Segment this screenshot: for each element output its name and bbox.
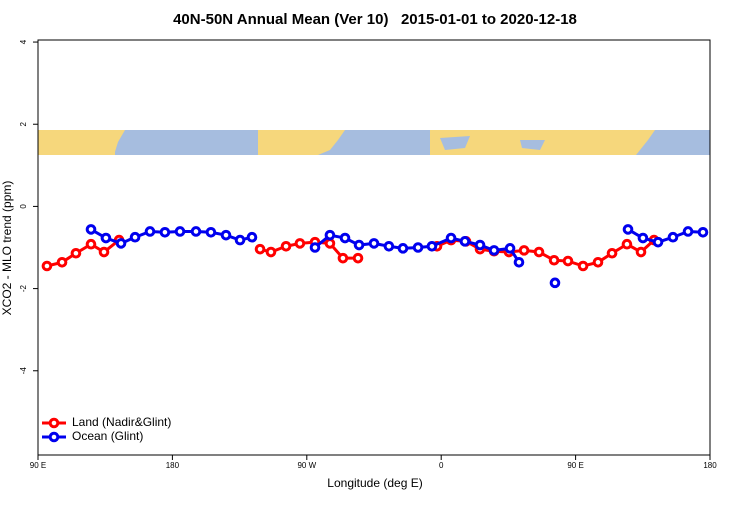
data-point bbox=[513, 256, 525, 268]
legend-label: Ocean (Glint) bbox=[72, 429, 143, 443]
y-tick-label: 2 bbox=[19, 121, 28, 126]
data-point bbox=[368, 238, 380, 249]
map-band bbox=[38, 130, 710, 155]
data-point bbox=[637, 232, 649, 244]
y-axis-label: XCO2 - MLO trend (ppm) bbox=[0, 181, 14, 316]
x-tick-label: 90 W bbox=[297, 461, 316, 470]
data-point bbox=[459, 236, 471, 247]
data-point bbox=[190, 226, 202, 237]
data-point bbox=[577, 260, 589, 272]
data-point bbox=[504, 243, 516, 254]
data-point bbox=[426, 240, 438, 252]
data-point bbox=[254, 243, 266, 255]
data-point bbox=[352, 252, 364, 264]
series-line bbox=[436, 238, 656, 268]
data-point bbox=[488, 245, 500, 256]
data-point bbox=[397, 243, 409, 254]
legend-label: Land (Nadir&Glint) bbox=[72, 415, 171, 429]
data-point bbox=[549, 277, 561, 289]
data-point bbox=[220, 229, 232, 241]
chart-title: 40N-50N Annual Mean (Ver 10) 2015-01-01 … bbox=[173, 11, 577, 28]
data-point bbox=[234, 234, 246, 246]
data-point bbox=[533, 246, 545, 258]
x-tick-label: 90 E bbox=[30, 461, 46, 470]
data-point bbox=[98, 246, 110, 258]
y-tick-label: -4 bbox=[19, 367, 28, 375]
legend-marker bbox=[48, 417, 60, 429]
data-point bbox=[85, 224, 97, 235]
legend-marker bbox=[48, 431, 60, 443]
data-point bbox=[682, 226, 694, 237]
data-point bbox=[697, 226, 709, 238]
data-point bbox=[309, 242, 321, 253]
data-point bbox=[265, 246, 277, 258]
data-point bbox=[592, 256, 604, 268]
data-point bbox=[562, 255, 574, 267]
data-point bbox=[667, 231, 679, 243]
x-tick-label: 180 bbox=[166, 461, 180, 470]
y-tick-label: 0 bbox=[19, 204, 28, 209]
data-point bbox=[635, 246, 647, 258]
data-point bbox=[280, 240, 292, 252]
data-point bbox=[115, 238, 127, 249]
data-point bbox=[324, 229, 336, 241]
x-tick-label: 0 bbox=[439, 461, 444, 470]
data-point bbox=[144, 226, 156, 237]
data-point bbox=[324, 238, 336, 249]
data-point bbox=[41, 260, 53, 272]
data-point bbox=[85, 238, 97, 250]
data-point bbox=[445, 232, 457, 244]
data-point bbox=[383, 240, 395, 252]
data-point bbox=[246, 231, 258, 243]
data-point bbox=[412, 242, 424, 253]
data-point bbox=[70, 247, 82, 259]
data-point bbox=[652, 236, 664, 248]
data-point bbox=[353, 239, 365, 251]
data-point bbox=[606, 247, 618, 259]
y-tick-label: -2 bbox=[19, 284, 28, 292]
x-tick-label: 180 bbox=[703, 461, 717, 470]
data-point bbox=[159, 226, 171, 238]
data-point bbox=[100, 232, 112, 244]
data-point bbox=[621, 238, 633, 250]
data-point bbox=[129, 231, 141, 243]
data-point bbox=[294, 238, 306, 249]
y-tick-label: 4 bbox=[19, 39, 28, 44]
data-point bbox=[339, 232, 351, 244]
data-point bbox=[205, 226, 217, 238]
plot-frame bbox=[37, 39, 711, 456]
x-tick-label: 90 E bbox=[567, 461, 583, 470]
data-point bbox=[622, 224, 634, 235]
data-point bbox=[474, 239, 486, 251]
x-axis-label: Longitude (deg E) bbox=[327, 476, 422, 490]
data-point bbox=[518, 245, 530, 256]
data-point bbox=[337, 252, 349, 264]
data-point bbox=[56, 256, 68, 268]
data-point bbox=[548, 254, 560, 266]
data-point bbox=[174, 226, 186, 237]
